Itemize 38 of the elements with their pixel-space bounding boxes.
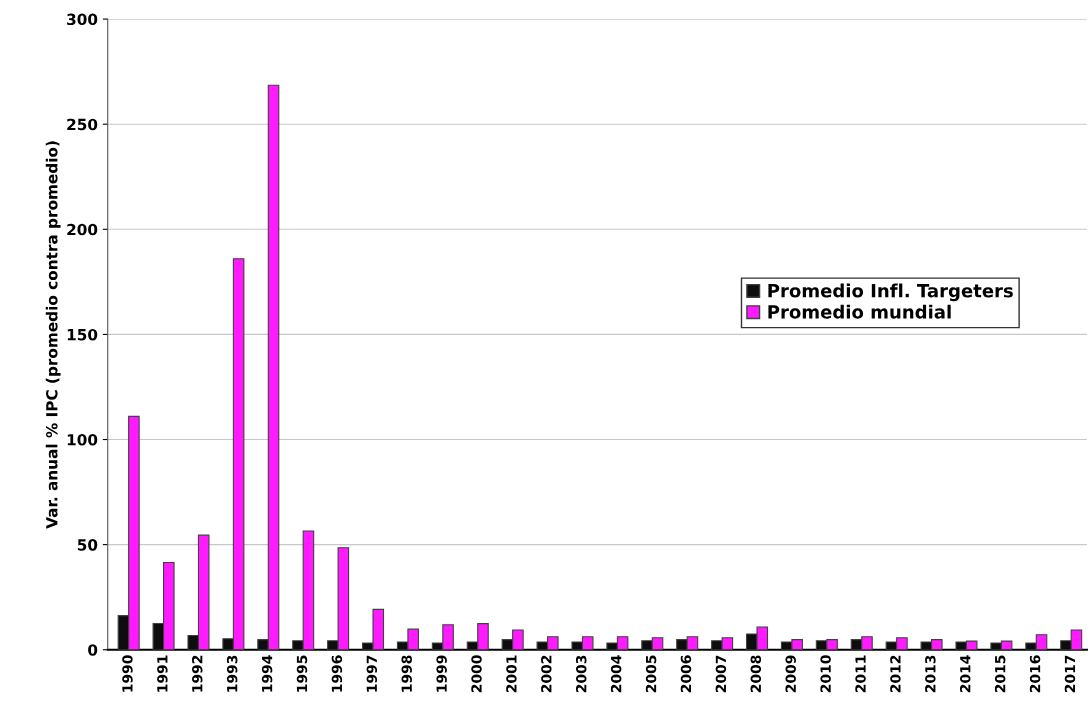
x-tick-label: 1996	[331, 655, 343, 692]
x-tick-label: 1993	[226, 655, 238, 692]
x-tick-label: 2005	[645, 655, 657, 693]
x-tick-label: 1990	[122, 655, 133, 692]
x-tick-label: 2015	[994, 655, 1006, 693]
y-tick-label: 300	[67, 13, 98, 26]
x-tick-label: 2002	[541, 655, 552, 693]
x-tick-label: 2010	[820, 655, 831, 693]
legend-label: Promedio Infl. Targeters	[768, 283, 1013, 302]
x-tick-label: 2011	[855, 655, 866, 693]
x-tick-label: 2013	[925, 655, 936, 693]
x-tick-label: 2008	[750, 655, 762, 693]
x-tick-label: 2000	[471, 655, 482, 693]
y-tick-label: 0	[88, 644, 98, 656]
x-tick-label: 2012	[890, 655, 901, 693]
x-tick-label: 1997	[366, 655, 378, 692]
x-tick-label: 2007	[715, 655, 727, 693]
x-tick-label: 1998	[401, 655, 412, 692]
x-tick-label: 1999	[436, 655, 447, 692]
x-tick-label: 2014	[960, 655, 971, 693]
x-tick-label: 2006	[680, 655, 692, 693]
x-tick-label: 1994	[261, 655, 273, 692]
x-tick-label: 1992	[192, 655, 203, 692]
y-tick-label: 250	[67, 118, 98, 131]
x-tick-label: 2004	[610, 655, 622, 693]
x-tick-label: 1991	[157, 655, 168, 692]
x-tick-label: 2009	[785, 655, 796, 693]
x-tick-label: 2016	[1029, 655, 1041, 693]
legend-label: Promedio mundial	[768, 304, 951, 319]
x-tick-label: 2017	[1064, 655, 1076, 693]
y-tick-label: 200	[67, 223, 98, 236]
x-tick-label: 2003	[576, 655, 587, 693]
x-tick-label: 2001	[506, 655, 517, 693]
y-tick-label: 150	[67, 328, 98, 341]
x-tick-label: 1995	[296, 655, 308, 692]
y-axis-title: Var. anual % IPC (promedio contra promedio)	[45, 141, 61, 529]
y-tick-label: 50	[77, 539, 98, 551]
y-tick-label: 100	[67, 433, 98, 446]
